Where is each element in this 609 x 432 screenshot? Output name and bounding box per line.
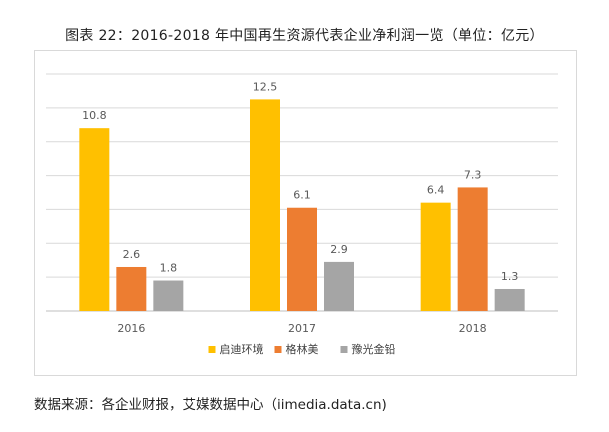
bar-chart: 10.82.61.812.56.12.96.47.31.3 2016 2017 20… (46, 73, 558, 356)
data-label: 12.5 (253, 80, 278, 93)
data-label: 7.3 (464, 168, 482, 181)
legend-swatch (208, 346, 216, 353)
bar (420, 202, 451, 311)
legend-swatch (274, 346, 282, 353)
data-label: 2.6 (123, 248, 141, 261)
legend-label: 豫光金铅 (352, 342, 396, 356)
x-tick-labels: 2016 2017 2018 (117, 322, 486, 335)
data-label: 1.3 (501, 270, 518, 283)
data-label: 1.8 (160, 262, 178, 275)
x-tick-label: 2017 (288, 322, 316, 335)
source-note: 数据来源：各企业财报，艾媒数据中心（iimedia.data.cn) (34, 397, 387, 413)
data-label: 10.8 (82, 109, 107, 122)
bar (457, 187, 488, 311)
bars (79, 99, 525, 311)
chart-frame: 10.8 2.6 1.8 12.5 6.1 2.9 6.4 7.3 1.3 2016 2017 20… (34, 50, 577, 376)
bar (494, 288, 525, 311)
x-tick-label: 2016 (117, 322, 145, 335)
data-label: 6.4 (427, 184, 445, 197)
x-tick-label: 2018 (459, 322, 487, 335)
data-labels: 10.8 2.6 1.8 12.5 6.1 2.9 6.4 7.3 1.3 (82, 80, 518, 283)
bar (250, 99, 280, 311)
legend-label: 格林美 (286, 342, 319, 356)
chart-title: 图表 22：2016-2018 年中国再生资源代表企业净利润一览（单位：亿元） (65, 28, 544, 44)
legend: 启迪环境 格林美 豫光金铅 (208, 342, 396, 356)
bar (116, 266, 147, 311)
legend-label: 启迪环境 (220, 342, 264, 356)
bar (153, 280, 184, 311)
bar (287, 207, 317, 311)
data-label: 6.1 (293, 189, 311, 202)
data-label: 2.9 (330, 243, 348, 256)
bar (324, 261, 354, 311)
bar (79, 128, 110, 311)
legend-swatch (340, 346, 348, 353)
